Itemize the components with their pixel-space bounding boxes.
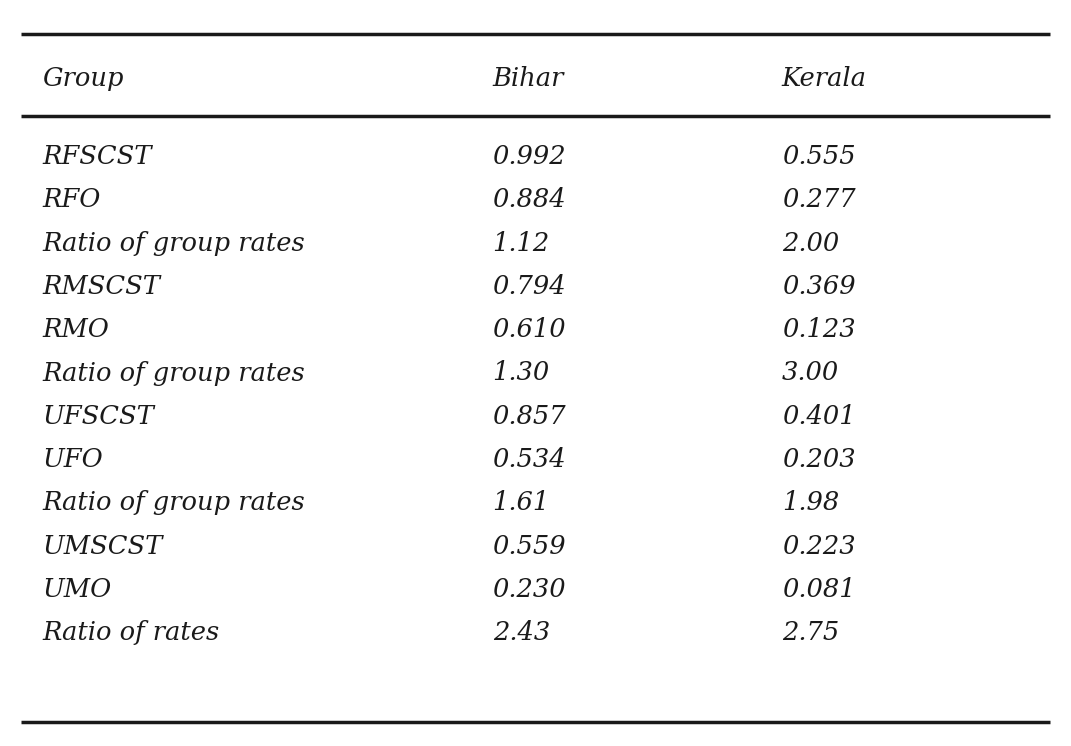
Text: RMSCST: RMSCST [43, 274, 161, 299]
Text: 2.43: 2.43 [493, 620, 549, 645]
Text: 1.12: 1.12 [493, 231, 549, 256]
Text: 0.555: 0.555 [782, 144, 856, 169]
Text: Ratio of group rates: Ratio of group rates [43, 231, 305, 256]
Text: 0.369: 0.369 [782, 274, 856, 299]
Text: 0.534: 0.534 [493, 447, 567, 472]
Text: RFSCST: RFSCST [43, 144, 152, 169]
Text: UFO: UFO [43, 447, 104, 472]
Text: Group: Group [43, 66, 124, 91]
Text: 1.61: 1.61 [493, 490, 549, 515]
Text: UFSCST: UFSCST [43, 404, 154, 429]
Text: RMO: RMO [43, 317, 109, 342]
Text: 0.401: 0.401 [782, 404, 856, 429]
Text: Ratio of group rates: Ratio of group rates [43, 360, 305, 386]
Text: 0.857: 0.857 [493, 404, 567, 429]
Text: 0.610: 0.610 [493, 317, 567, 342]
Text: 0.277: 0.277 [782, 187, 856, 213]
Text: 0.230: 0.230 [493, 577, 567, 602]
Text: 2.75: 2.75 [782, 620, 839, 645]
Text: 3.00: 3.00 [782, 360, 839, 386]
Text: Ratio of group rates: Ratio of group rates [43, 490, 305, 515]
Text: 0.123: 0.123 [782, 317, 856, 342]
Text: 0.794: 0.794 [493, 274, 567, 299]
Text: UMSCST: UMSCST [43, 533, 163, 559]
Text: 0.081: 0.081 [782, 577, 856, 602]
Text: 2.00: 2.00 [782, 231, 839, 256]
Text: UMO: UMO [43, 577, 112, 602]
Text: 0.223: 0.223 [782, 533, 856, 559]
Text: 0.884: 0.884 [493, 187, 567, 213]
Text: 0.992: 0.992 [493, 144, 567, 169]
Text: RFO: RFO [43, 187, 102, 213]
Text: 0.559: 0.559 [493, 533, 567, 559]
Text: Ratio of rates: Ratio of rates [43, 620, 220, 645]
Text: Kerala: Kerala [782, 66, 866, 91]
Text: Bihar: Bihar [493, 66, 564, 91]
Text: 0.203: 0.203 [782, 447, 856, 472]
Text: 1.30: 1.30 [493, 360, 549, 386]
Text: 1.98: 1.98 [782, 490, 839, 515]
